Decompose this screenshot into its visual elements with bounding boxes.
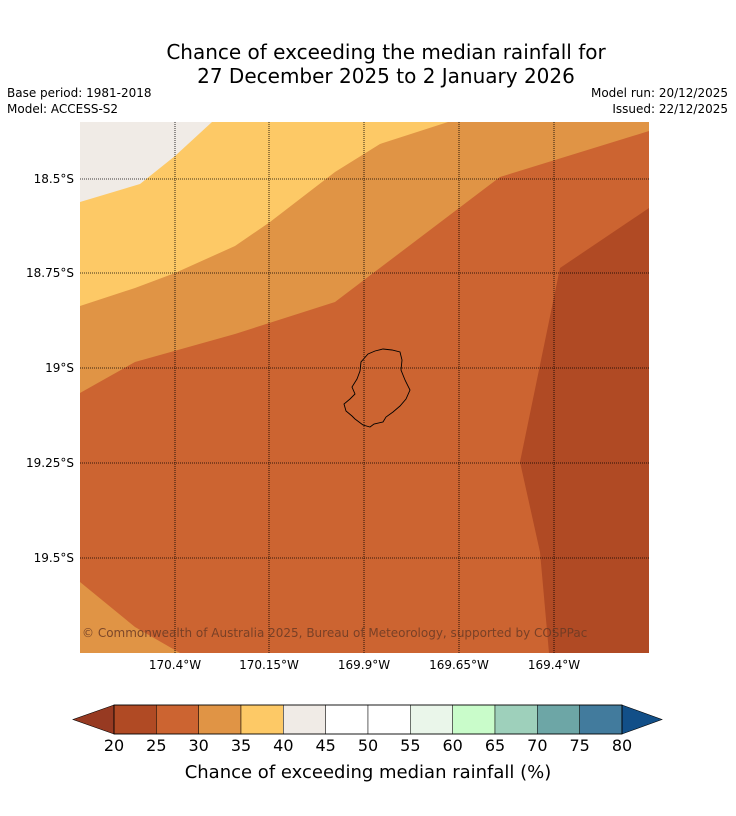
issued-text: Issued: 22/12/2025 bbox=[612, 102, 728, 116]
map-title-line-2: 27 December 2025 to 2 January 2026 bbox=[197, 64, 575, 88]
colorbar-under-arrow bbox=[72, 704, 115, 735]
map-title-line-1: Chance of exceeding the median rainfall … bbox=[166, 40, 606, 64]
colorbar-tick-75: 75 bbox=[569, 736, 590, 755]
colorbar-segment-30-35 bbox=[198, 704, 242, 735]
colorbar-tick-25: 25 bbox=[146, 736, 167, 755]
colorbar-segment-35-40 bbox=[240, 704, 284, 735]
colorbar-label: Chance of exceeding median rainfall (%) bbox=[184, 762, 552, 783]
lon-label-170-15: 170.15°W bbox=[239, 658, 299, 672]
band-30-35-bottom bbox=[80, 582, 180, 653]
copyright-text: © Commonwealth of Australia 2025, Bureau… bbox=[82, 626, 587, 640]
colorbar-segment-55-60 bbox=[410, 704, 453, 735]
colorbar-segment-65-70 bbox=[494, 704, 538, 735]
band-20-25 bbox=[520, 208, 649, 653]
island-outline bbox=[343, 348, 411, 428]
model-run-text: Model run: 20/12/2025 bbox=[590, 86, 728, 100]
colorbar-tick-45: 45 bbox=[315, 736, 336, 755]
gridlines bbox=[80, 122, 649, 653]
colorbar-tick-55: 55 bbox=[400, 736, 421, 755]
lon-label-170-4: 170.4°W bbox=[148, 658, 202, 672]
colorbar-tick-30: 30 bbox=[188, 736, 209, 755]
colorbar-tick-80: 80 bbox=[611, 736, 633, 755]
colorbar-segment-45-50 bbox=[325, 704, 369, 735]
model-text: Model: ACCESS-S2 bbox=[7, 102, 119, 116]
colorbar bbox=[72, 704, 663, 735]
colorbar-tick-20: 20 bbox=[103, 736, 125, 755]
lon-label-169-9: 169.9°W bbox=[337, 658, 391, 672]
band-35-40 bbox=[80, 122, 448, 306]
colorbar-tick-60: 60 bbox=[442, 736, 463, 755]
colorbar-tick-40: 40 bbox=[273, 736, 294, 755]
colorbar-segment-60-65 bbox=[452, 704, 496, 735]
rainfall-map: © Commonwealth of Australia 2025, Bureau… bbox=[80, 122, 649, 653]
lat-label-19: 19°S bbox=[45, 361, 74, 375]
colorbar-segment-70-75 bbox=[537, 704, 580, 735]
colorbar-over-arrow bbox=[621, 704, 663, 735]
band-40-45 bbox=[80, 122, 212, 202]
colorbar-segment-40-45 bbox=[283, 704, 326, 735]
colorbar-segments bbox=[113, 704, 623, 735]
lat-label-19-25: 19.25°S bbox=[26, 456, 74, 470]
colorbar-segment-20-25 bbox=[113, 704, 157, 735]
colorbar-tick-70: 70 bbox=[527, 736, 548, 755]
colorbar-tick-50: 50 bbox=[357, 736, 379, 755]
colorbar-segment-50-55 bbox=[367, 704, 411, 735]
lat-label-18-5: 18.5°S bbox=[33, 172, 74, 186]
colorbar-tick-35: 35 bbox=[230, 736, 252, 755]
lat-label-19-5: 19.5°S bbox=[33, 551, 74, 565]
lon-label-169-4: 169.4°W bbox=[527, 658, 581, 672]
colorbar-segment-25-30 bbox=[156, 704, 199, 735]
base-period-text: Base period: 1981-2018 bbox=[7, 86, 152, 100]
colorbar-segment-75-80 bbox=[579, 704, 623, 735]
colorbar-tick-65: 65 bbox=[484, 736, 506, 755]
lat-label-18-75: 18.75°S bbox=[26, 266, 74, 280]
lon-label-169-65: 169.65°W bbox=[429, 658, 489, 672]
